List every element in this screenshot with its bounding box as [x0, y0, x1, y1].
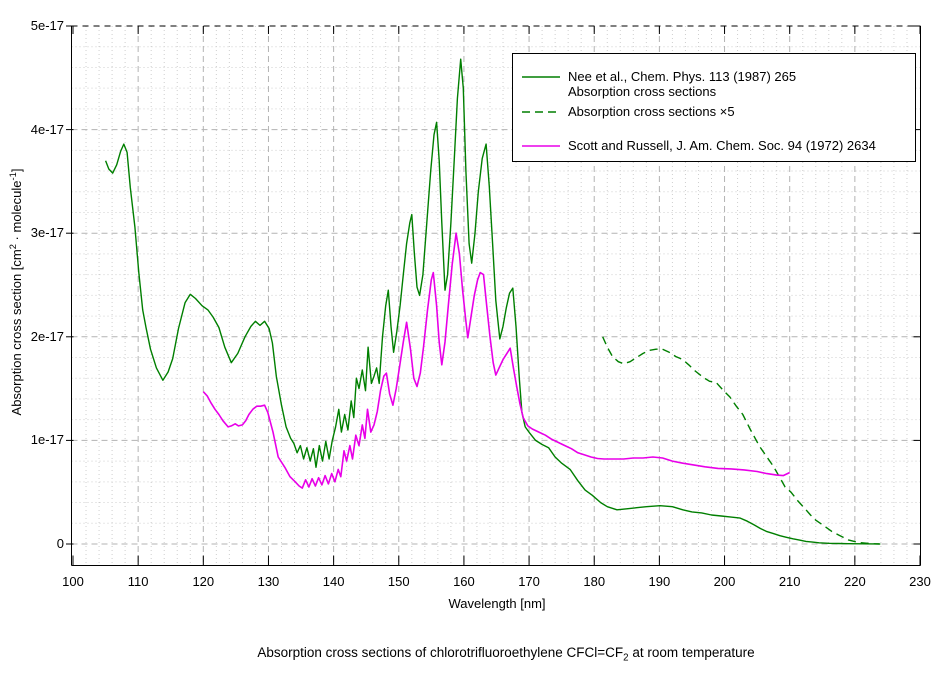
- legend-label: Scott and Russell, J. Am. Chem. Soc. 94 …: [568, 138, 876, 153]
- x-axis-title: Wavelength [nm]: [448, 596, 546, 611]
- chart-title: Absorption cross sections of chlorotrifl…: [156, 645, 856, 664]
- y-axis-title-mid: · molecule: [9, 180, 25, 245]
- y-tick-label: 5e-17: [30, 18, 64, 33]
- y-tick-label: 0: [56, 536, 64, 551]
- legend: Nee et al., Chem. Phys. 113 (1987) 265 A…: [512, 53, 916, 162]
- legend-label: Nee et al., Chem. Phys. 113 (1987) 265: [568, 69, 797, 84]
- x-tick-label: 190: [648, 574, 671, 589]
- y-axis-title-sup2: -1: [7, 172, 18, 181]
- chart-title-text: Absorption cross sections of chlorotrifl…: [257, 645, 624, 660]
- x-tick-label: 200: [713, 574, 736, 589]
- y-tick-label: 1e-17: [30, 432, 64, 448]
- x-tick-label: 150: [387, 574, 410, 589]
- legend-entry-nee-line2: Absorption cross sections: [513, 84, 915, 99]
- y-axis-title: Absorption cross section [cm2 · molecule…: [8, 169, 24, 416]
- series-scott-russell: [202, 232, 791, 489]
- x-tick-label: 160: [453, 574, 475, 589]
- x-tick-label: 110: [127, 574, 149, 589]
- legend-line-solid-magenta-icon: [522, 145, 560, 147]
- legend-line-solid-green-icon: [522, 76, 560, 78]
- y-axis-title-close: ]: [9, 168, 25, 173]
- x-tick-label: 170: [518, 574, 540, 589]
- legend-entry-scott: Scott and Russell, J. Am. Chem. Soc. 94 …: [513, 138, 915, 153]
- y-axis-title-text: Absorption cross section [cm: [9, 249, 25, 416]
- chart-title-subscript: 2: [623, 652, 629, 664]
- series-nee-dashed-x5: [602, 336, 880, 545]
- y-tick-label: 3e-17: [30, 225, 64, 241]
- chart-title-suffix: at room temperature: [628, 645, 755, 660]
- legend-label: Absorption cross sections ×5: [568, 104, 735, 119]
- x-tick-label: 100: [62, 574, 84, 589]
- y-tick-label: 2e-17: [30, 328, 64, 344]
- legend-entry-nee: Nee et al., Chem. Phys. 113 (1987) 265: [513, 69, 915, 84]
- x-tick-label: 180: [583, 574, 606, 589]
- legend-label: Absorption cross sections: [568, 84, 717, 99]
- x-tick-label: 220: [843, 574, 866, 589]
- x-tick-label: 210: [778, 574, 801, 589]
- legend-line-dashed-green-icon: [522, 111, 560, 113]
- x-tick-label: 130: [257, 574, 280, 589]
- series-nee-solid: [104, 58, 881, 545]
- x-tick-label: 230: [909, 574, 931, 589]
- x-tick-label: 140: [322, 574, 345, 589]
- y-tick-label: 4e-17: [30, 121, 64, 137]
- legend-entry-x5: Absorption cross sections ×5: [513, 104, 915, 119]
- y-axis-title-sup: 2: [7, 244, 18, 250]
- x-tick-label: 120: [192, 574, 215, 589]
